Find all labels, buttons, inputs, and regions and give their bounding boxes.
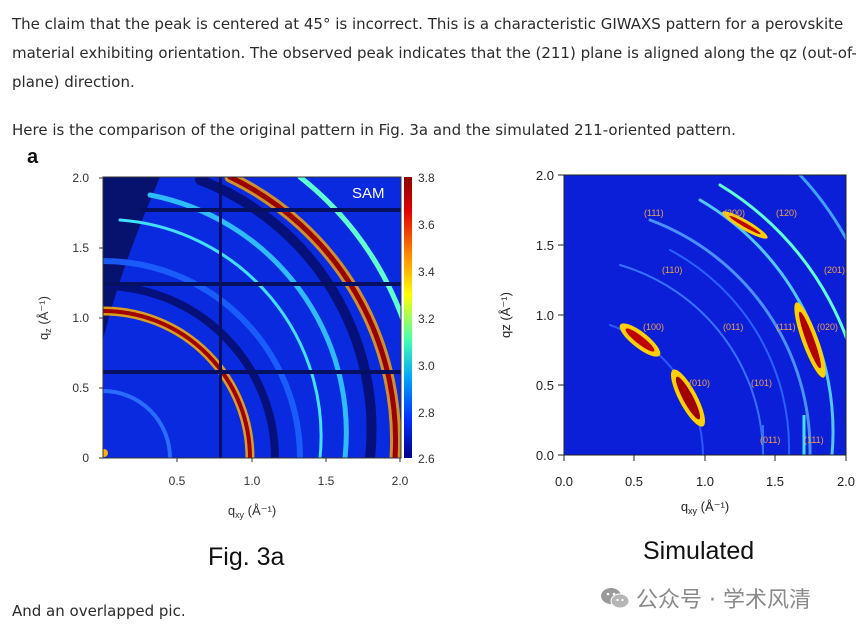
figure-simulated: (111) (200) (120) (110) (201) (100) (011…: [498, 168, 855, 516]
colorbar-tick: 3.2: [418, 312, 435, 326]
watermark: 公众号 · 学术风清: [600, 582, 811, 614]
colorbar-tick: 3.6: [418, 218, 435, 232]
caption-simulated: Simulated: [643, 537, 755, 565]
y-tick-label: 1.5: [536, 238, 554, 253]
y-ticks-sim: 0.0 0.5 1.0 1.5 2.0: [536, 168, 564, 463]
peak-label: (010): [689, 378, 710, 388]
x-ticks-a: 0.5 1.0 1.5 2.0: [169, 458, 409, 488]
y-tick-label: 2.0: [536, 168, 554, 183]
colorbar-tick: 2.8: [418, 406, 435, 420]
y-tick-label: 2.0: [72, 171, 89, 185]
y-tick-label: 1.0: [72, 311, 89, 325]
x-tick-label: 2.0: [392, 474, 409, 488]
y-axis-label-sim: qz (Å⁻¹): [498, 292, 513, 338]
sam-label: SAM: [352, 185, 385, 202]
x-axis-label-sim: qxy (Å⁻¹): [681, 499, 729, 516]
peak-label: (200): [724, 208, 745, 218]
x-tick-label: 2.0: [837, 474, 855, 489]
colorbar-ticks: 3.8 3.6 3.4 3.2 3.0 2.8 2.6: [418, 171, 435, 466]
x-tick-label: 0.0: [555, 474, 573, 489]
watermark-text: 公众号 · 学术风清: [636, 588, 811, 613]
y-tick-label: 0: [82, 451, 89, 465]
peak-label: (111): [776, 322, 796, 332]
x-tick-label: 1.5: [766, 474, 784, 489]
panel-letter: a: [27, 146, 39, 168]
peak-label: (110): [662, 265, 682, 275]
x-tick-label: 0.5: [625, 474, 643, 489]
peak-label: (111): [644, 208, 664, 218]
peak-label: (111): [804, 435, 824, 445]
colorbar-tick: 2.6: [418, 452, 435, 466]
x-tick-label: 1.0: [696, 474, 714, 489]
y-tick-label: 0.0: [536, 448, 554, 463]
x-tick-label: 0.5: [169, 474, 186, 488]
peak-label: (101): [751, 378, 772, 388]
peak-label: (120): [776, 208, 797, 218]
y-tick-label: 1.0: [536, 308, 554, 323]
paragraph-overlap: And an overlapped pic.: [12, 602, 186, 620]
peak-label: (011): [760, 435, 780, 445]
paragraph-claim: The claim that the peak is centered at 4…: [12, 15, 857, 91]
peak-label: (100): [643, 322, 664, 332]
simulated-map: [564, 175, 846, 455]
y-tick-label: 0.5: [536, 378, 554, 393]
colorbar-tick: 3.8: [418, 171, 435, 185]
y-tick-label: 1.5: [72, 241, 89, 255]
y-tick-label: 0.5: [72, 381, 89, 395]
colorbar-tick: 3.4: [418, 265, 435, 279]
peak-labels: (111) (200) (120) (110) (201) (100) (011…: [643, 208, 845, 445]
giwaxs-map: [103, 177, 401, 458]
colorbar-tick: 3.0: [418, 359, 435, 373]
peak-label: (011): [723, 322, 743, 332]
peak-label: (020): [817, 322, 838, 332]
x-ticks-sim: 0.0 0.5 1.0 1.5 2.0: [555, 455, 855, 489]
x-tick-label: 1.0: [244, 474, 261, 488]
x-axis-label-a: qxy (Å⁻¹): [228, 503, 276, 520]
caption-fig-3a: Fig. 3a: [208, 543, 285, 571]
figure-3a: SAM 0.5 1.0 1.5 2.0 0 0.5 1.0 1.5 2.0 qx…: [36, 171, 435, 520]
y-ticks-a: 0 0.5 1.0 1.5 2.0: [72, 171, 103, 465]
peak-label: (201): [824, 265, 845, 275]
x-tick-label: 1.5: [318, 474, 335, 488]
paragraph-comparison: Here is the comparison of the original p…: [12, 121, 736, 139]
wechat-icon: [601, 588, 630, 609]
colorbar: [404, 177, 412, 458]
y-axis-label-a: qz (Å⁻¹): [36, 296, 53, 340]
